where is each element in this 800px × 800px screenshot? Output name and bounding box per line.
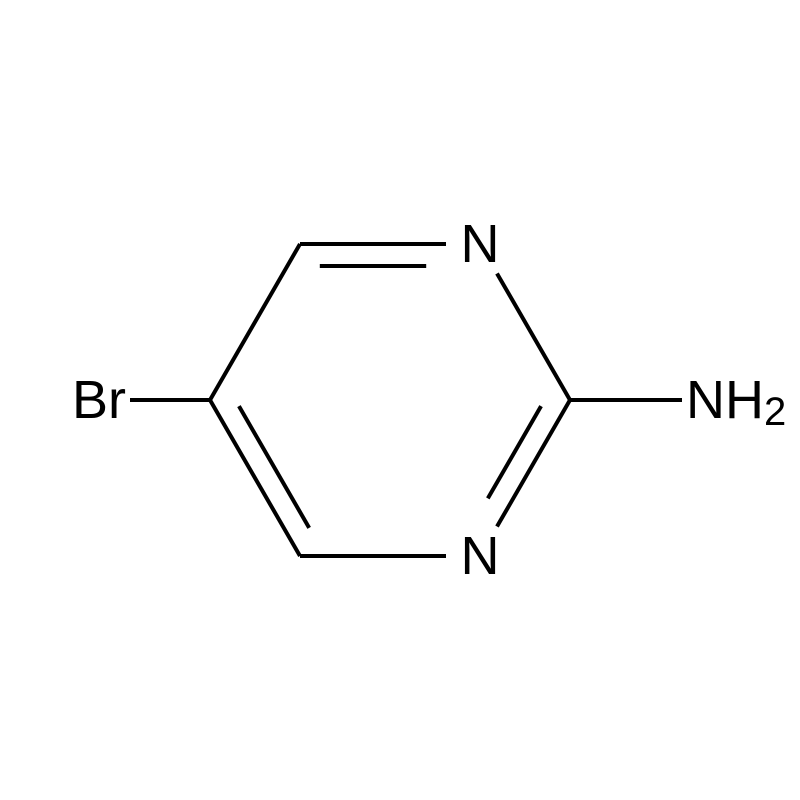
atom-label-n3: N (461, 214, 500, 274)
atom-label-br: Br (72, 370, 126, 430)
bond-C5-C4 (210, 244, 300, 400)
atom-label-nh2: NH2 (686, 370, 786, 434)
bond-C2-N1-inner (488, 406, 541, 498)
bond-C6-C5 (210, 400, 300, 556)
atom-label-n1: N (461, 526, 500, 586)
bond-N3-C2 (497, 273, 570, 400)
molecule-diagram: N N Br NH2 (0, 0, 800, 800)
